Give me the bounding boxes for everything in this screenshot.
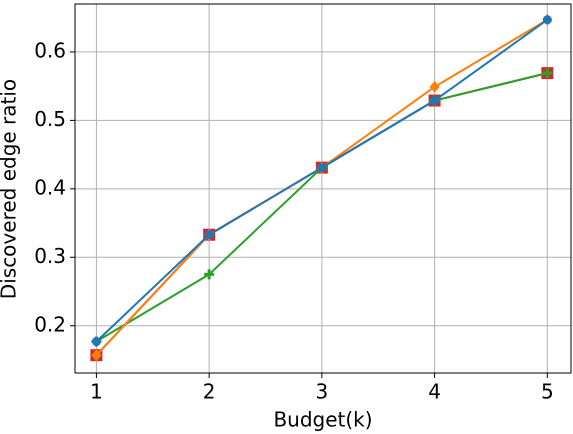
x-tick-label: 1 xyxy=(90,380,103,404)
x-axis-label: Budget(k) xyxy=(273,408,372,432)
marker xyxy=(542,15,552,25)
y-tick-label: 0.4 xyxy=(34,175,66,199)
x-tick-label: 5 xyxy=(541,380,554,404)
y-tick-label: 0.3 xyxy=(34,244,66,268)
x-tick-label: 2 xyxy=(203,380,216,404)
y-axis-label: Discovered edge ratio xyxy=(0,79,21,299)
marker xyxy=(91,337,101,347)
x-tick-label: 3 xyxy=(316,380,329,404)
plot-frame xyxy=(74,3,572,374)
marker xyxy=(91,349,102,362)
y-tick-label: 0.2 xyxy=(34,312,66,336)
y-tick-label: 0.5 xyxy=(34,107,66,131)
marker xyxy=(429,80,440,93)
marker xyxy=(542,68,553,79)
y-tick-label: 0.6 xyxy=(34,38,66,62)
marker xyxy=(317,163,327,173)
marker xyxy=(430,96,440,106)
marker xyxy=(204,230,214,240)
x-tick-label: 4 xyxy=(428,380,441,404)
marker xyxy=(204,269,215,280)
